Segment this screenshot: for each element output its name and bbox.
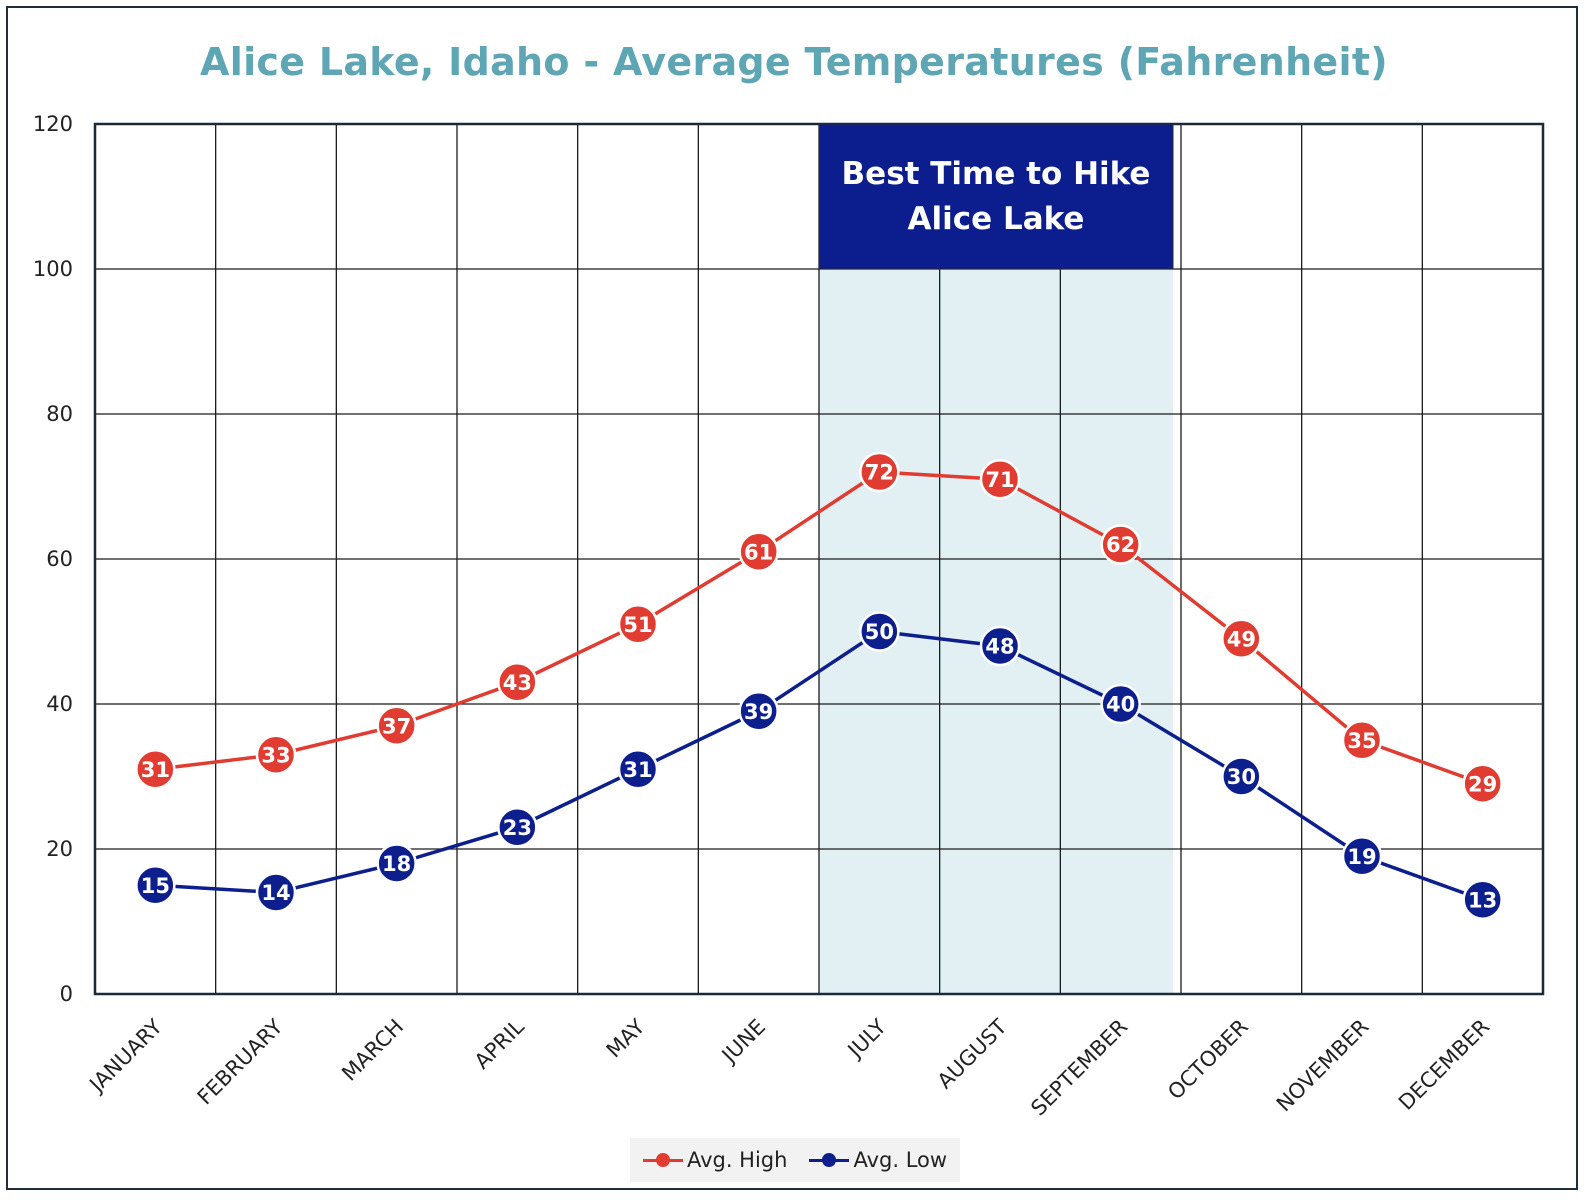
data-label-low: 15 [141, 874, 170, 898]
data-label-high: 37 [382, 714, 411, 738]
data-point-low [1341, 836, 1383, 877]
x-tick-label: MAY [602, 1014, 650, 1062]
data-point-low [1100, 683, 1141, 725]
data-label-low: 14 [261, 881, 290, 905]
data-point-high [1341, 720, 1383, 761]
data-label-low: 30 [1227, 765, 1256, 789]
x-tick-label: JULY [842, 1014, 891, 1063]
data-point-high [376, 705, 417, 746]
data-point-low [859, 611, 900, 652]
data-point-low [738, 691, 779, 732]
legend-swatch-low [809, 1153, 850, 1167]
highlight-label-box [818, 123, 1174, 270]
data-point-low [617, 749, 659, 790]
y-tick-label: 0 [60, 982, 73, 1006]
data-point-low [135, 865, 176, 906]
y-tick-label: 120 [33, 112, 73, 136]
data-label-high: 31 [141, 758, 170, 782]
series-line-low [155, 629, 1484, 902]
data-label-high: 51 [623, 613, 652, 637]
data-point-high [1221, 618, 1262, 659]
data-label-high: 71 [985, 468, 1014, 492]
legend-label-high: Avg. High [686, 1148, 788, 1172]
data-label-high: 35 [1347, 729, 1376, 753]
y-tick-label: 100 [33, 257, 73, 281]
data-label-low: 31 [623, 758, 652, 782]
y-tick-label: 20 [46, 837, 73, 861]
x-tick-label: JUNE [716, 1015, 770, 1069]
data-label-high: 61 [744, 540, 773, 564]
data-point-low [376, 843, 417, 884]
chart-legend: Avg. High Avg. Low [630, 1138, 960, 1182]
series-line-high [155, 470, 1484, 786]
x-tick-label: JANUARY [84, 1014, 167, 1097]
y-tick-label: 40 [46, 692, 73, 716]
data-point-low [255, 872, 297, 913]
data-point-high [1100, 524, 1141, 565]
data-label-high: 43 [503, 671, 532, 695]
y-tick-label: 60 [46, 547, 73, 571]
legend-item-high: Avg. High [642, 1148, 788, 1172]
data-point-low [1221, 756, 1262, 797]
data-label-low: 48 [985, 635, 1014, 659]
legend-item-low: Avg. Low [809, 1148, 947, 1172]
x-tick-label: SEPTEMBER [1026, 1015, 1132, 1121]
data-label-low: 23 [503, 816, 532, 840]
legend-label-low: Avg. Low [853, 1148, 948, 1172]
chart-title: Alice Lake, Idaho - Average Temperatures… [200, 40, 1388, 84]
data-point-low [497, 807, 538, 848]
data-label-high: 33 [261, 743, 290, 767]
chart-frame [6, 6, 1578, 1190]
data-point-high [979, 459, 1021, 500]
highlight-label-line2: Alice Lake [908, 201, 1085, 237]
data-label-low: 13 [1468, 888, 1497, 912]
data-point-high [859, 451, 900, 493]
data-point-high [135, 749, 176, 790]
data-point-high [1462, 763, 1503, 804]
data-label-low: 39 [744, 700, 773, 724]
data-label-high: 49 [1227, 627, 1256, 651]
legend-swatch-high [642, 1153, 683, 1167]
data-point-high [497, 662, 538, 703]
x-tick-label: OCTOBER [1163, 1015, 1253, 1105]
x-tick-label: AUGUST [933, 1014, 1012, 1093]
data-label-low: 40 [1106, 693, 1135, 717]
data-point-high [617, 604, 659, 645]
data-label-high: 62 [1106, 533, 1135, 557]
data-point-high [738, 531, 779, 572]
data-label-high: 72 [865, 461, 894, 485]
x-tick-label: DECEMBER [1394, 1015, 1494, 1115]
highlight-label-line1: Best Time to Hike [842, 156, 1151, 192]
data-point-high [255, 734, 297, 775]
data-label-high: 29 [1468, 772, 1497, 796]
y-tick-label: 80 [46, 402, 73, 426]
x-tick-label: NOVEMBER [1272, 1015, 1374, 1117]
x-tick-label: APRIL [470, 1014, 529, 1073]
x-tick-label: MARCH [337, 1015, 408, 1086]
data-label-low: 50 [865, 620, 894, 644]
data-point-low [979, 625, 1021, 667]
x-tick-label: FEBRUARY [193, 1014, 288, 1109]
data-label-low: 19 [1347, 845, 1376, 869]
data-label-low: 18 [382, 852, 411, 876]
data-point-low [1462, 879, 1503, 920]
